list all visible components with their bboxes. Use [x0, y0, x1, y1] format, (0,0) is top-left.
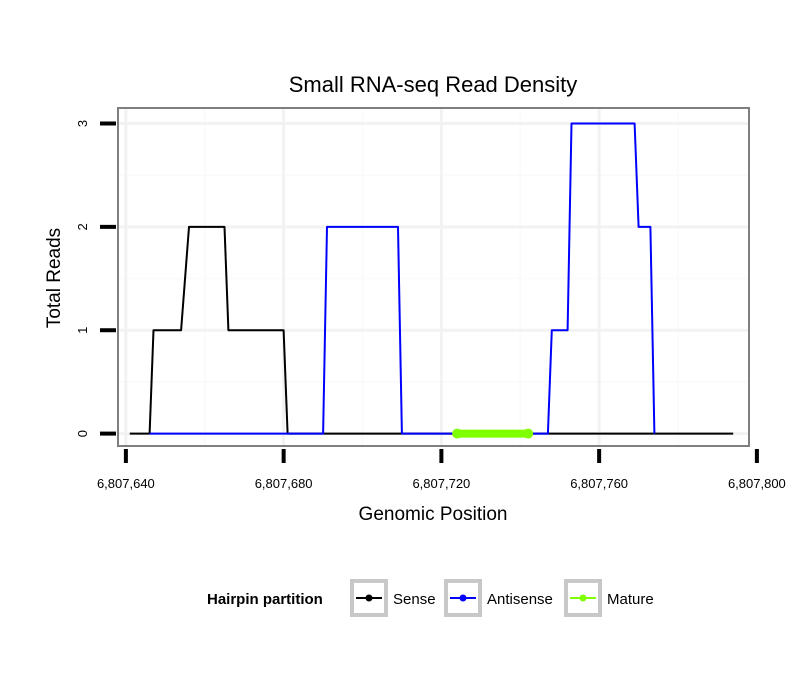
- y-axis-title: Total Reads: [44, 228, 65, 328]
- series-line-sense: [129, 225, 734, 435]
- legend-label: Mature: [607, 591, 654, 608]
- series-line-antisense: [149, 122, 656, 435]
- legend-label: Antisense: [487, 591, 553, 608]
- x-axis-title: Genomic Position: [359, 504, 508, 525]
- y-axis: 0 1 2 3: [75, 120, 116, 437]
- legend-key-point: [579, 594, 587, 602]
- x-tick-label: 6,807,760: [570, 476, 628, 491]
- series-point-mature: [523, 428, 534, 439]
- x-tick-label: 6,807,640: [97, 476, 155, 491]
- x-tick-label: 6,807,680: [255, 476, 313, 491]
- plot-panel: [117, 107, 750, 447]
- legend-key-point: [365, 594, 373, 602]
- legend-title: Hairpin partition: [207, 591, 323, 608]
- data-series: [129, 122, 734, 439]
- y-tick-label: 2: [75, 223, 90, 230]
- legend-key-point: [459, 594, 467, 602]
- x-tick-label: 6,807,800: [728, 476, 786, 491]
- x-tick-label: 6,807,720: [412, 476, 470, 491]
- plot-border: [117, 107, 750, 447]
- x-axis: 6,807,640 6,807,680 6,807,720 6,807,760 6,80…: [97, 449, 786, 491]
- chart-title: Small RNA-seq Read Density: [289, 72, 578, 97]
- legend: Hairpin partition Sense Antisense Mature: [207, 579, 654, 617]
- y-tick-label: 0: [75, 430, 90, 437]
- y-tick-label: 3: [75, 120, 90, 127]
- y-tick-label: 1: [75, 327, 90, 334]
- series-point-mature: [452, 428, 463, 439]
- legend-label: Sense: [393, 591, 436, 608]
